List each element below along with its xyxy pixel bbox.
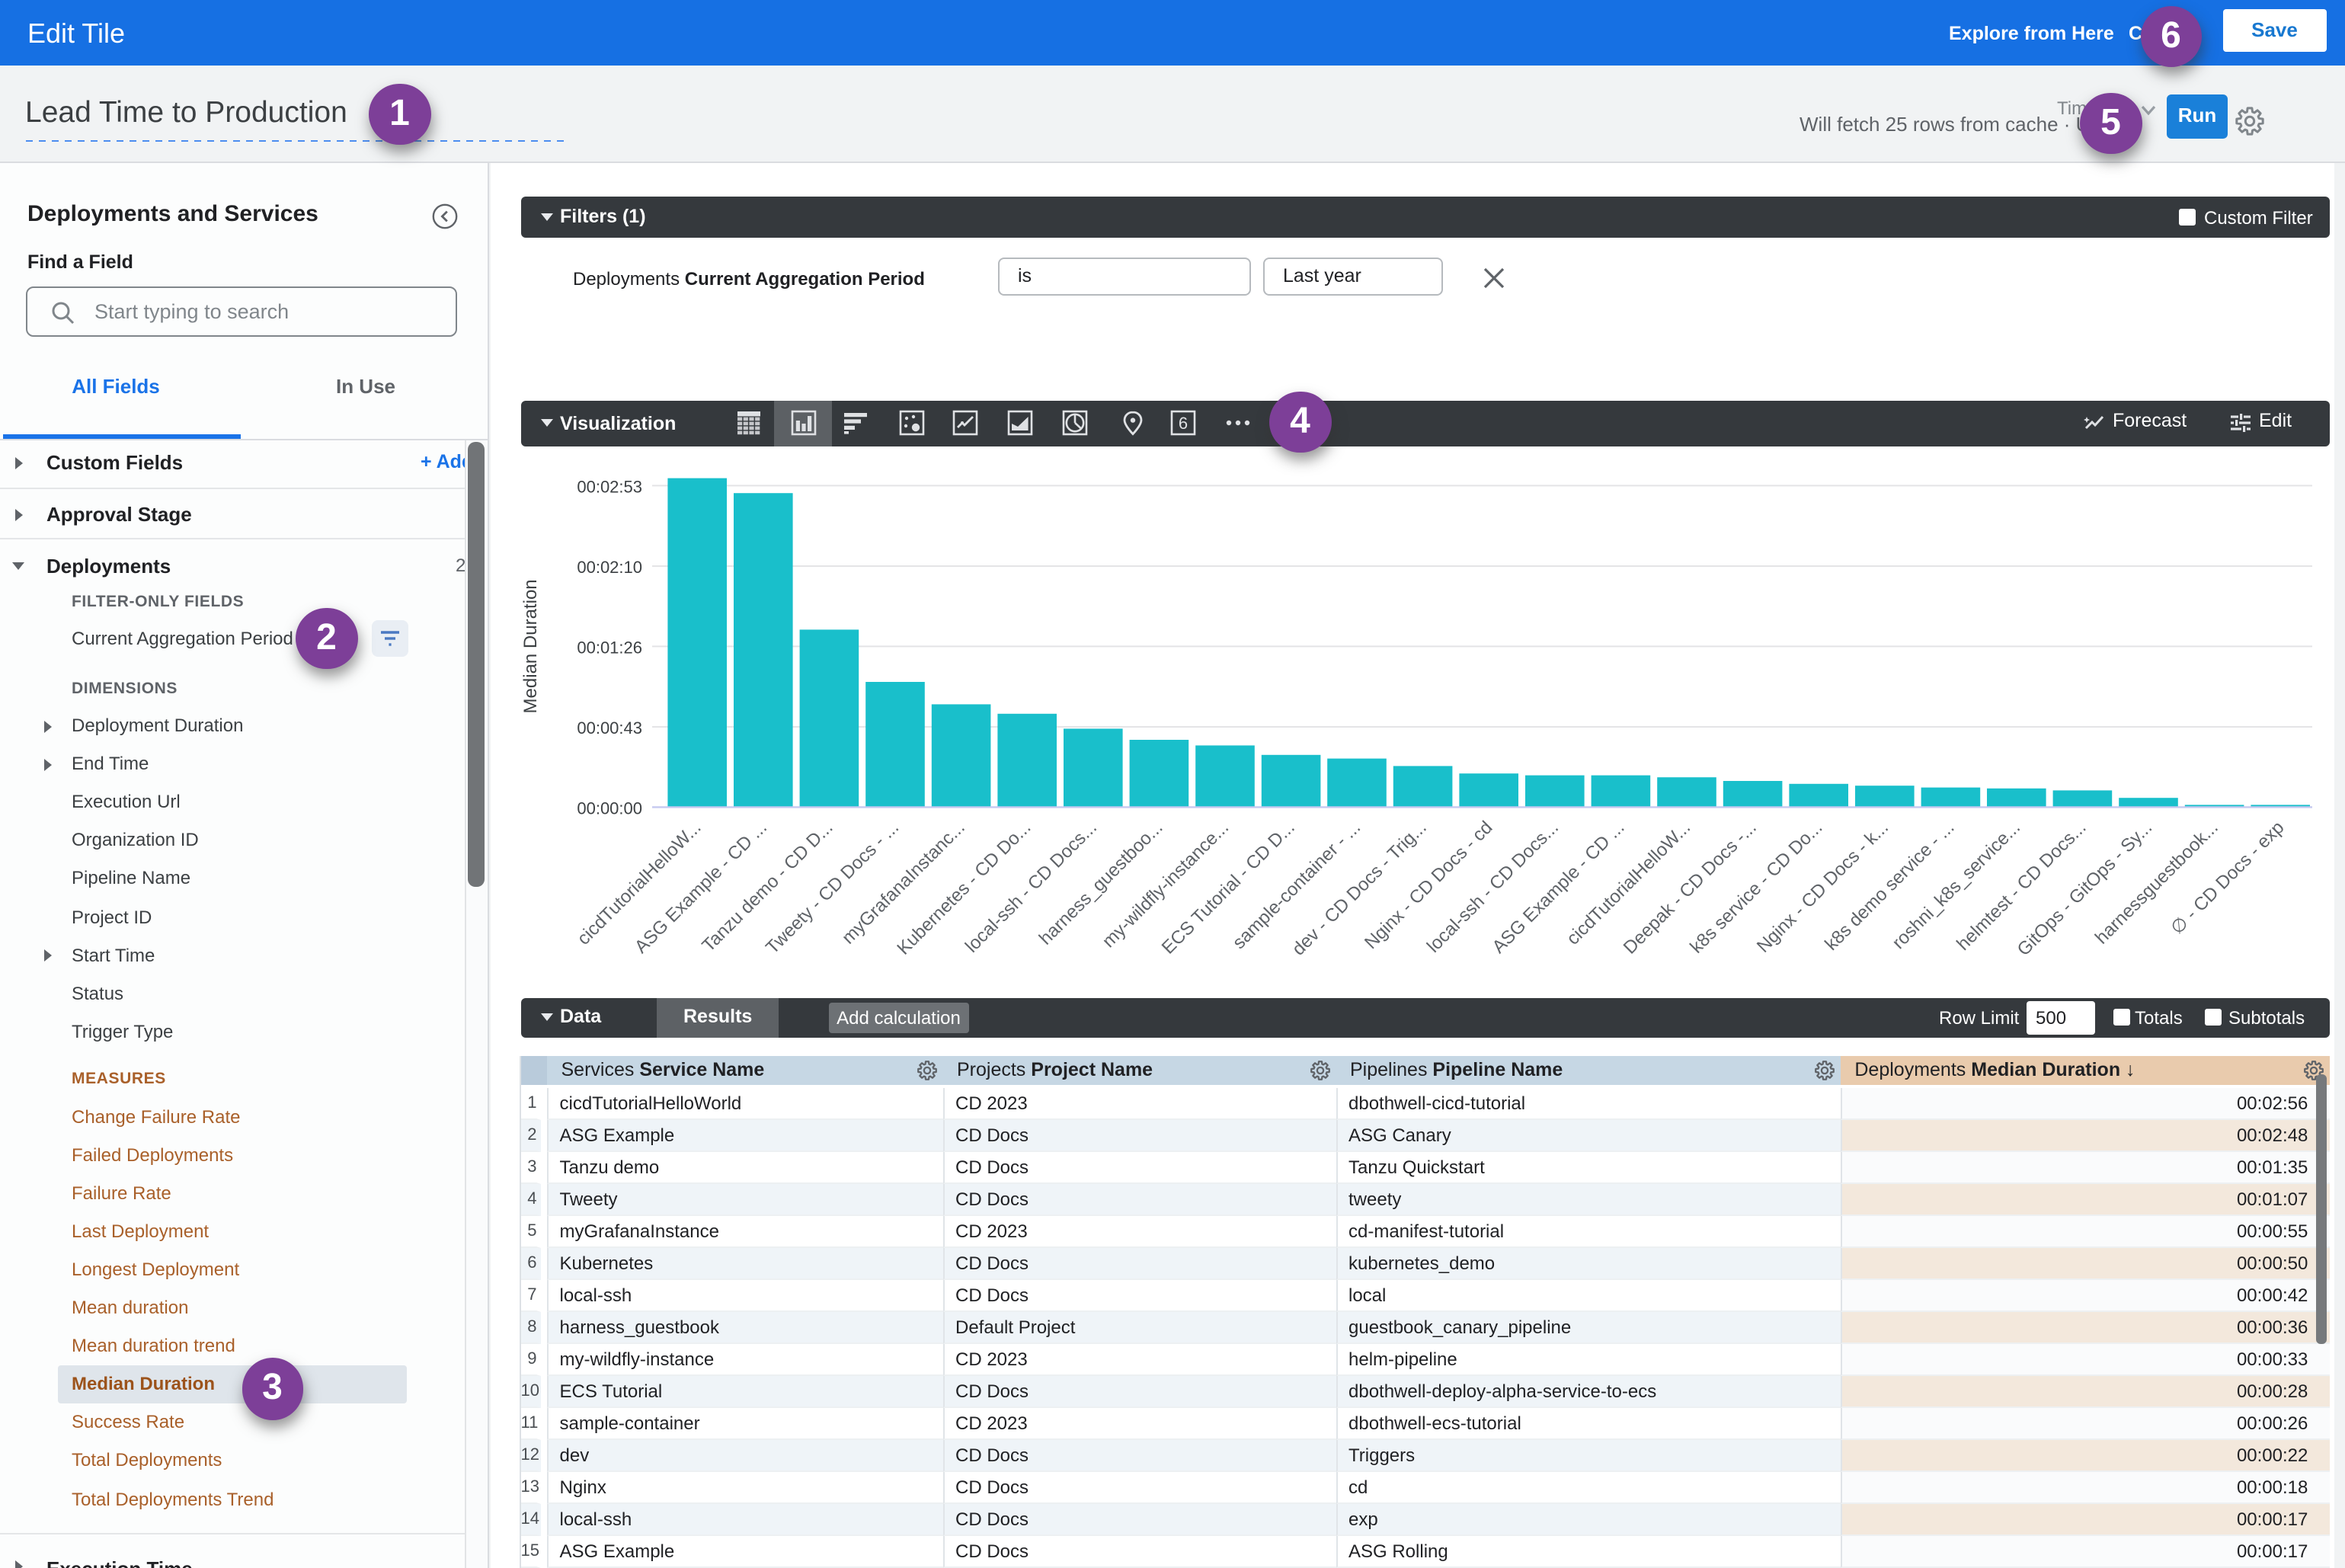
svg-text:local-ssh - CD Docs...: local-ssh - CD Docs... [1423,817,1563,956]
svg-text:Nginx - CD Docs - cd: Nginx - CD Docs - cd [1361,817,1496,952]
svg-text:k8s demo service - ...: k8s demo service - ... [1821,817,1958,954]
svg-text:k8s service - CD Do...: k8s service - CD Do... [1686,817,1826,957]
svg-text:ASG Example - CD ...: ASG Example - CD ... [1489,817,1629,957]
svg-text:00:01:26: 00:01:26 [577,637,642,656]
svg-text:6: 6 [1178,414,1187,433]
svg-text:Kubernetes - CD Do...: Kubernetes - CD Do... [893,817,1035,958]
svg-text:harness_guestboo...: harness_guestboo... [1035,817,1167,949]
svg-text:ASG Example - CD ...: ASG Example - CD ... [631,817,771,957]
svg-text:dev - CD Docs - Trig...: dev - CD Docs - Trig... [1288,817,1431,959]
svg-text:Median Duration: Median Duration [520,578,541,712]
svg-text:helmtest - CD Docs...: helmtest - CD Docs... [1953,817,2090,954]
svg-text:00:00:00: 00:00:00 [577,798,642,817]
svg-text:00:00:43: 00:00:43 [577,718,642,737]
svg-text:Deepak - CD Docs -...: Deepak - CD Docs -... [1620,817,1761,958]
svg-text:local-ssh - CD Docs...: local-ssh - CD Docs... [961,817,1101,956]
svg-text:harnessguestbook...: harnessguestbook... [2091,817,2222,948]
svg-text:my-wildfly-instance...: my-wildfly-instance... [1099,817,1233,952]
svg-text:00:02:10: 00:02:10 [577,557,642,576]
svg-text:Tweety - CD Docs - ...: Tweety - CD Docs - ... [762,817,903,958]
svg-text:ECS Tutorial - CD D...: ECS Tutorial - CD D... [1158,817,1299,958]
svg-text:∅ - CD Docs - exp: ∅ - CD Docs - exp [2167,817,2288,938]
svg-text:cicdTutorialHelloW...: cicdTutorialHelloW... [1563,817,1694,949]
svg-text:Nginx - CD Docs - k...: Nginx - CD Docs - k... [1753,817,1892,956]
svg-text:sample-container - ...: sample-container - ... [1229,817,1364,952]
svg-text:00:02:53: 00:02:53 [577,476,642,495]
svg-text:cicdTutorialHelloW...: cicdTutorialHelloW... [574,817,705,949]
svg-text:roshni_k8s_service...: roshni_k8s_service... [1889,817,2025,953]
svg-text:myGrafanaInstanc...: myGrafanaInstanc... [838,817,969,948]
svg-text:Tanzu demo - CD D...: Tanzu demo - CD D... [698,817,837,955]
